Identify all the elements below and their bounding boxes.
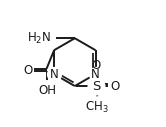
Text: O: O: [91, 59, 101, 72]
Text: N: N: [91, 68, 100, 81]
Text: OH: OH: [38, 84, 56, 97]
Text: N: N: [50, 68, 58, 81]
Text: O: O: [23, 64, 33, 77]
Text: H$_2$N: H$_2$N: [27, 31, 52, 46]
Text: S: S: [92, 80, 100, 93]
Text: CH$_3$: CH$_3$: [85, 100, 109, 115]
Text: O: O: [110, 80, 120, 93]
